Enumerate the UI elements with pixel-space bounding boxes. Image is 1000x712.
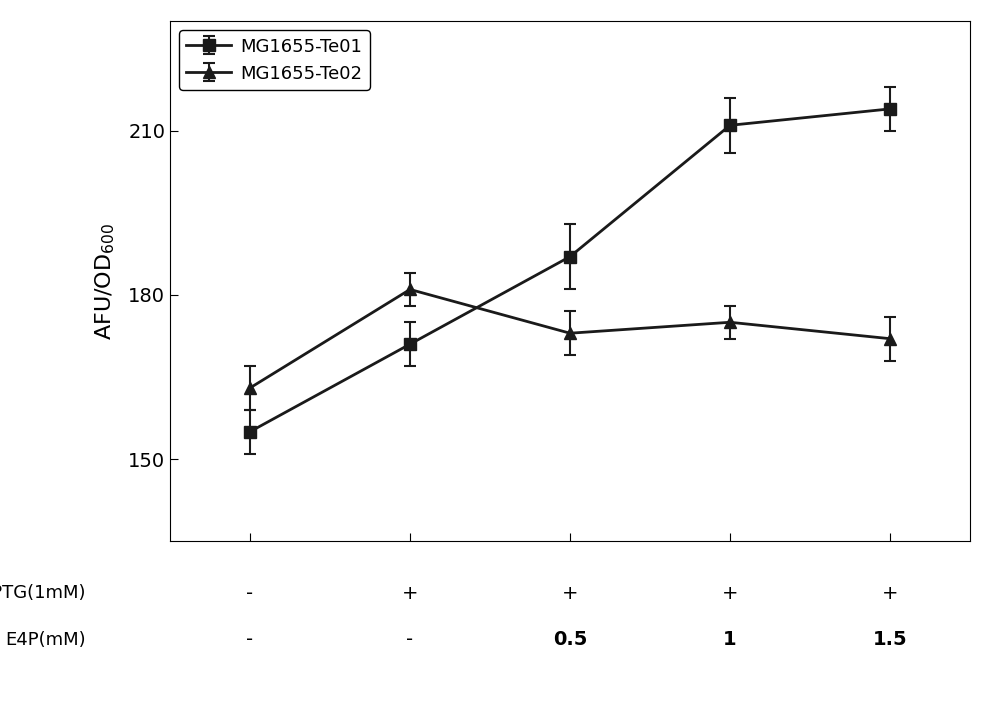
Text: +: + — [562, 584, 578, 602]
Text: IPTG(1mM): IPTG(1mM) — [0, 584, 86, 602]
Text: -: - — [246, 584, 254, 602]
Text: 1: 1 — [723, 630, 737, 649]
Legend: MG1655-Te01, MG1655-Te02: MG1655-Te01, MG1655-Te02 — [179, 31, 370, 90]
Text: 0.5: 0.5 — [553, 630, 587, 649]
Y-axis label: AFU/OD$_{600}$: AFU/OD$_{600}$ — [93, 223, 117, 340]
Text: 1.5: 1.5 — [873, 630, 907, 649]
Text: E4P(mM): E4P(mM) — [5, 631, 86, 649]
Text: -: - — [406, 630, 414, 649]
Text: +: + — [882, 584, 898, 602]
Text: +: + — [402, 584, 418, 602]
Text: -: - — [246, 630, 254, 649]
Text: +: + — [722, 584, 738, 602]
